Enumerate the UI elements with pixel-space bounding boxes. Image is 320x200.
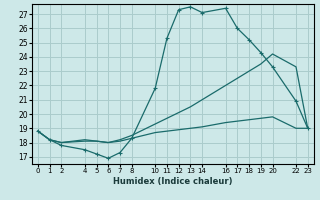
X-axis label: Humidex (Indice chaleur): Humidex (Indice chaleur) [113, 177, 233, 186]
